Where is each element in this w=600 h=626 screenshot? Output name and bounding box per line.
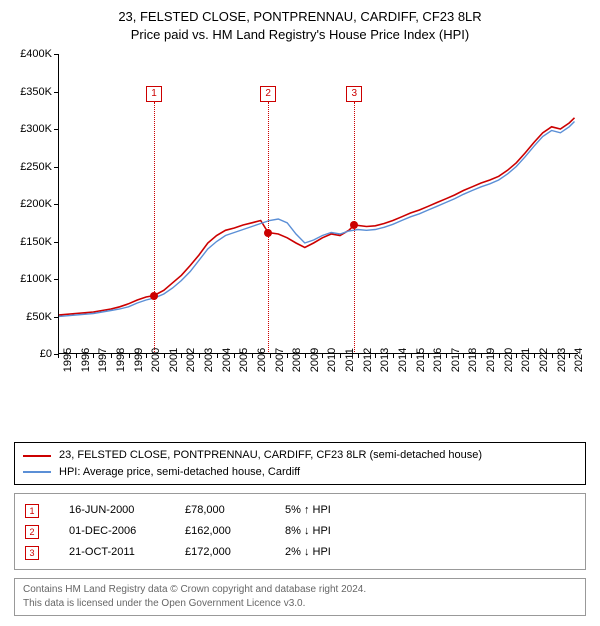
- x-tick: [516, 354, 517, 358]
- x-tick: [322, 354, 323, 358]
- y-tick-label: £400K: [10, 48, 52, 60]
- y-axis: [58, 54, 59, 354]
- y-tick: [54, 242, 58, 243]
- chart-area: 123 £0£50K£100K£150K£200K£250K£300K£350K…: [14, 50, 586, 400]
- event-diff: 2% ↓ HPI: [285, 542, 365, 563]
- event-row: 1 16-JUN-2000 £78,000 5% ↑ HPI: [25, 500, 575, 521]
- title-subtitle: Price paid vs. HM Land Registry's House …: [14, 26, 586, 44]
- attribution-line-1: Contains HM Land Registry data © Crown c…: [23, 583, 577, 597]
- x-tick: [411, 354, 412, 358]
- event-date: 01-DEC-2006: [69, 521, 155, 542]
- x-tick: [234, 354, 235, 358]
- y-tick-label: £50K: [10, 311, 52, 323]
- y-tick-label: £200K: [10, 198, 52, 210]
- x-tick: [164, 354, 165, 358]
- event-row-marker: 2: [25, 525, 39, 539]
- x-tick: [358, 354, 359, 358]
- y-tick-label: £0: [10, 348, 52, 360]
- event-row: 2 01-DEC-2006 £162,000 8% ↓ HPI: [25, 521, 575, 542]
- legend-swatch: [23, 455, 51, 457]
- legend-row: HPI: Average price, semi-detached house,…: [23, 464, 577, 481]
- event-date: 16-JUN-2000: [69, 500, 155, 521]
- attribution-line-2: This data is licensed under the Open Gov…: [23, 597, 577, 611]
- x-tick: [499, 354, 500, 358]
- event-marker-box: 3: [346, 86, 362, 102]
- event-date: 21-OCT-2011: [69, 542, 155, 563]
- x-tick-label: 2024: [573, 348, 600, 372]
- event-dot: [350, 221, 358, 229]
- y-tick-label: £300K: [10, 123, 52, 135]
- y-tick-label: £250K: [10, 161, 52, 173]
- x-tick: [252, 354, 253, 358]
- legend-label: HPI: Average price, semi-detached house,…: [59, 464, 300, 481]
- x-tick: [393, 354, 394, 358]
- x-tick: [146, 354, 147, 358]
- x-tick: [340, 354, 341, 358]
- x-tick: [463, 354, 464, 358]
- x-tick: [569, 354, 570, 358]
- y-tick-label: £350K: [10, 86, 52, 98]
- y-tick: [54, 279, 58, 280]
- event-price: £162,000: [185, 521, 255, 542]
- events-box: 1 16-JUN-2000 £78,000 5% ↑ HPI 2 01-DEC-2006 £…: [14, 493, 586, 570]
- event-row-marker: 1: [25, 504, 39, 518]
- event-diff: 8% ↓ HPI: [285, 521, 365, 542]
- legend-box: 23, FELSTED CLOSE, PONTPRENNAU, CARDIFF,…: [14, 442, 586, 485]
- x-tick: [446, 354, 447, 358]
- attribution-box: Contains HM Land Registry data © Crown c…: [14, 578, 586, 616]
- legend-label: 23, FELSTED CLOSE, PONTPRENNAU, CARDIFF,…: [59, 447, 482, 464]
- y-tick-label: £100K: [10, 273, 52, 285]
- x-tick: [270, 354, 271, 358]
- series-property: [58, 118, 575, 315]
- y-tick: [54, 92, 58, 93]
- plot-svg: [58, 54, 578, 354]
- event-dot: [150, 292, 158, 300]
- event-vline: [154, 102, 155, 354]
- x-tick: [199, 354, 200, 358]
- y-tick: [54, 317, 58, 318]
- x-tick: [58, 354, 59, 358]
- event-marker-box: 2: [260, 86, 276, 102]
- event-price: £78,000: [185, 500, 255, 521]
- x-tick: [552, 354, 553, 358]
- event-row-marker: 3: [25, 546, 39, 560]
- x-tick: [428, 354, 429, 358]
- x-tick: [305, 354, 306, 358]
- y-tick: [54, 129, 58, 130]
- plot-area: 1 2 3: [58, 54, 578, 354]
- x-tick: [217, 354, 218, 358]
- y-tick-label: £150K: [10, 236, 52, 248]
- title-address: 23, FELSTED CLOSE, PONTPRENNAU, CARDIFF,…: [14, 8, 586, 26]
- x-tick: [534, 354, 535, 358]
- legend-swatch: [23, 471, 51, 473]
- x-tick: [287, 354, 288, 358]
- x-tick: [481, 354, 482, 358]
- title-block: 23, FELSTED CLOSE, PONTPRENNAU, CARDIFF,…: [14, 8, 586, 44]
- x-tick: [375, 354, 376, 358]
- x-tick: [129, 354, 130, 358]
- y-tick: [54, 167, 58, 168]
- x-tick: [93, 354, 94, 358]
- y-tick: [54, 54, 58, 55]
- event-dot: [264, 229, 272, 237]
- x-tick: [111, 354, 112, 358]
- legend-row: 23, FELSTED CLOSE, PONTPRENNAU, CARDIFF,…: [23, 447, 577, 464]
- x-tick: [181, 354, 182, 358]
- y-tick: [54, 204, 58, 205]
- event-row: 3 21-OCT-2011 £172,000 2% ↓ HPI: [25, 542, 575, 563]
- event-price: £172,000: [185, 542, 255, 563]
- chart-container: 23, FELSTED CLOSE, PONTPRENNAU, CARDIFF,…: [0, 0, 600, 626]
- series-hpi: [58, 122, 575, 317]
- event-diff: 5% ↑ HPI: [285, 500, 365, 521]
- event-marker-box: 1: [146, 86, 162, 102]
- x-tick: [76, 354, 77, 358]
